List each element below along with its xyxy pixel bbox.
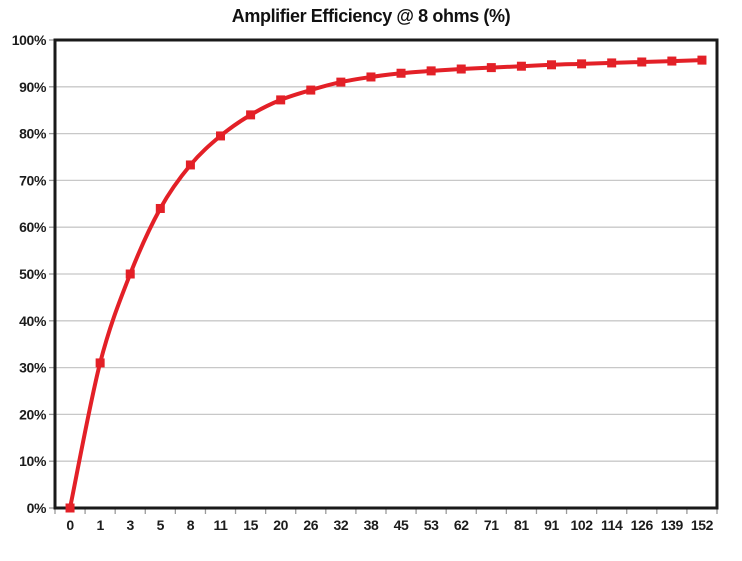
y-axis-label: 60% xyxy=(19,219,47,235)
x-axis-label: 45 xyxy=(394,517,409,533)
x-axis-label: 5 xyxy=(157,517,165,533)
data-point-marker xyxy=(185,160,195,170)
y-axis-label: 40% xyxy=(19,313,47,329)
x-axis-label: 91 xyxy=(544,517,559,533)
data-point-marker xyxy=(456,64,466,74)
x-axis-label: 152 xyxy=(691,517,714,533)
y-axis-label: 80% xyxy=(19,126,47,142)
plot-border xyxy=(53,38,719,510)
x-axis-label: 38 xyxy=(364,517,379,533)
y-axis-label: 90% xyxy=(19,79,47,95)
y-axis-label: 20% xyxy=(19,406,47,422)
y-axis-label: 10% xyxy=(19,453,47,469)
x-axis-label: 32 xyxy=(333,517,348,533)
x-axis-label: 11 xyxy=(214,517,229,533)
x-axis-label: 0 xyxy=(66,517,74,533)
x-axis-label: 139 xyxy=(661,517,684,533)
y-axis-label: 100% xyxy=(12,32,47,48)
x-axis-label: 114 xyxy=(601,517,623,533)
data-point-marker xyxy=(95,358,105,368)
data-point-marker xyxy=(155,203,165,213)
x-axis-label: 26 xyxy=(303,517,318,533)
x-axis-label: 81 xyxy=(514,517,529,533)
data-point-marker xyxy=(216,131,225,141)
y-axis-label: 70% xyxy=(19,172,47,188)
data-point-marker xyxy=(547,60,556,70)
data-point-marker xyxy=(697,55,707,65)
y-axis-label: 0% xyxy=(27,500,47,516)
x-axis-label: 62 xyxy=(454,517,469,533)
data-point-marker xyxy=(65,503,75,513)
data-point-marker xyxy=(637,57,647,67)
data-point-marker xyxy=(396,68,406,78)
x-axis-label: 1 xyxy=(96,517,104,533)
y-axis-label: 30% xyxy=(19,360,47,376)
data-point-marker xyxy=(426,66,436,76)
data-point-marker xyxy=(516,61,526,71)
data-point-marker xyxy=(125,269,135,279)
data-point-marker xyxy=(607,58,617,68)
data-point-marker xyxy=(336,77,346,87)
data-point-marker xyxy=(306,85,316,95)
data-point-marker xyxy=(246,110,256,120)
data-point-marker xyxy=(577,59,587,69)
data-point-marker xyxy=(276,95,286,105)
x-axis-label: 53 xyxy=(424,517,439,533)
data-point-marker xyxy=(366,72,376,82)
chart-title: Amplifier Efficiency @ 8 ohms (%) xyxy=(231,6,511,26)
x-axis-label: 8 xyxy=(187,517,195,533)
data-point-marker xyxy=(486,63,496,73)
x-axis-label: 20 xyxy=(273,517,288,533)
x-axis-label: 126 xyxy=(631,517,654,533)
x-axis-label: 102 xyxy=(571,517,594,533)
data-point-marker xyxy=(667,56,677,66)
y-axis-label: 50% xyxy=(19,266,47,282)
x-axis-label: 15 xyxy=(243,517,258,533)
x-axis-label: 71 xyxy=(484,517,499,533)
x-axis-label: 3 xyxy=(127,517,135,533)
data-series-line xyxy=(68,58,704,510)
